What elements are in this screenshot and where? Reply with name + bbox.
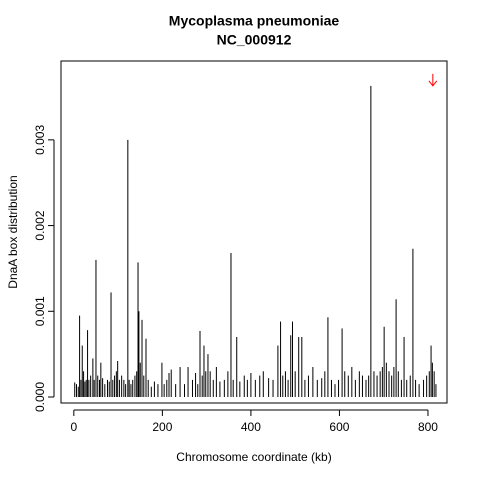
y-axis-label: DnaA box distribution [6,175,20,288]
plot-frame [60,60,448,404]
arrow-head [428,80,438,87]
y-tick-label: 0.003 [33,125,47,155]
x-tick-label: 400 [241,420,261,434]
x-tick-label: 600 [329,420,349,434]
y-tick-label: 0.000 [33,382,47,412]
chart-title: Mycoplasma pneumoniae [169,13,340,29]
x-tick-label: 0 [70,420,77,434]
x-tick-label: 800 [418,420,438,434]
x-tick-label: 200 [152,420,172,434]
x-axis-label: Chromosome coordinate (kb) [176,450,331,464]
chart-subtitle: NC_000912 [217,32,292,48]
y-tick-label: 0.001 [33,296,47,326]
y-tick-label: 0.002 [33,210,47,240]
